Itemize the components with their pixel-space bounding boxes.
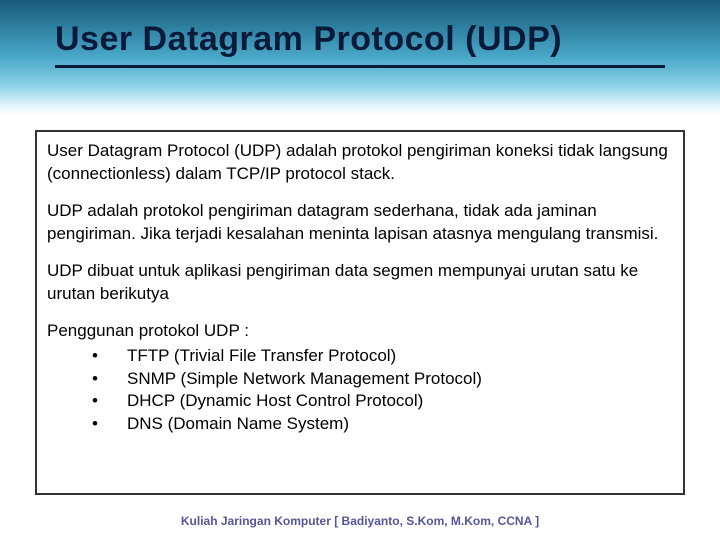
protocol-list: TFTP (Trivial File Transfer Protocol) SN…: [47, 345, 673, 437]
paragraph-3: UDP dibuat untuk aplikasi pengiriman dat…: [47, 260, 673, 306]
list-item: SNMP (Simple Network Management Protocol…: [92, 368, 673, 391]
list-item: DNS (Domain Name System): [92, 413, 673, 436]
list-item: DHCP (Dynamic Host Control Protocol): [92, 390, 673, 413]
slide-title: User Datagram Protocol (UDP): [55, 20, 665, 68]
list-intro: Penggunan protokol UDP :: [47, 320, 673, 343]
slide-footer: Kuliah Jaringan Komputer [ Badiyanto, S.…: [0, 514, 720, 528]
paragraph-2: UDP adalah protokol pengiriman datagram …: [47, 200, 673, 246]
paragraph-1: User Datagram Protocol (UDP) adalah prot…: [47, 140, 673, 186]
content-box: User Datagram Protocol (UDP) adalah prot…: [35, 130, 685, 495]
list-item: TFTP (Trivial File Transfer Protocol): [92, 345, 673, 368]
